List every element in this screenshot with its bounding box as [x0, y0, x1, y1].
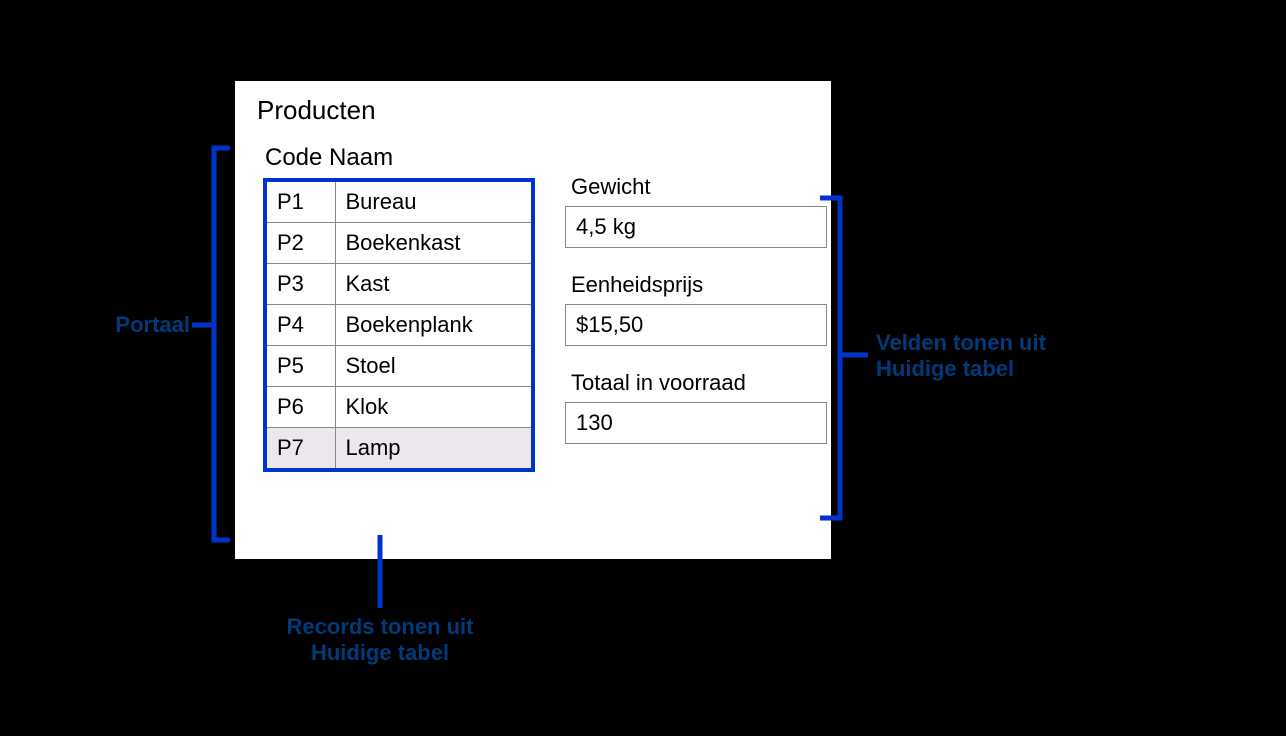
callout-left: Portaal — [30, 312, 190, 338]
cell-name: Lamp — [335, 428, 533, 471]
table-row[interactable]: P7Lamp — [265, 428, 533, 471]
cell-name: Boekenplank — [335, 305, 533, 346]
weight-value: 4,5 kg — [565, 206, 827, 248]
portal-column: Code Naam P1BureauP2BoekenkastP3KastP4Bo… — [263, 144, 535, 472]
panel-content: Code Naam P1BureauP2BoekenkastP3KastP4Bo… — [263, 144, 813, 472]
cell-code: P1 — [265, 180, 335, 223]
portal-header: Code Naam — [263, 144, 535, 172]
table-row[interactable]: P2Boekenkast — [265, 223, 533, 264]
col-header-code: Code — [265, 144, 322, 171]
table-row[interactable]: P6Klok — [265, 387, 533, 428]
weight-label: Gewicht — [571, 174, 827, 200]
cell-name: Kast — [335, 264, 533, 305]
panel-title: Producten — [257, 95, 813, 126]
col-header-name: Naam — [329, 144, 393, 171]
table-row[interactable]: P3Kast — [265, 264, 533, 305]
cell-name: Klok — [335, 387, 533, 428]
table-row[interactable]: P4Boekenplank — [265, 305, 533, 346]
table-row[interactable]: P1Bureau — [265, 180, 533, 223]
table-row[interactable]: P5Stoel — [265, 346, 533, 387]
callout-bottom: Records tonen uit Huidige tabel — [260, 614, 500, 666]
unitprice-value: $15,50 — [565, 304, 827, 346]
cell-code: P5 — [265, 346, 335, 387]
cell-code: P2 — [265, 223, 335, 264]
products-panel: Producten Code Naam P1BureauP2Boekenkast… — [234, 80, 832, 560]
portal-table: P1BureauP2BoekenkastP3KastP4BoekenplankP… — [263, 178, 535, 472]
cell-name: Bureau — [335, 180, 533, 223]
cell-code: P6 — [265, 387, 335, 428]
cell-name: Boekenkast — [335, 223, 533, 264]
portal-tbody: P1BureauP2BoekenkastP3KastP4BoekenplankP… — [265, 180, 533, 470]
cell-code: P3 — [265, 264, 335, 305]
callout-right: Velden tonen uit Huidige tabel — [876, 330, 1136, 382]
unitprice-label: Eenheidsprijs — [571, 272, 827, 298]
cell-code: P7 — [265, 428, 335, 471]
fields-column: Gewicht 4,5 kg Eenheidsprijs $15,50 Tota… — [565, 144, 827, 468]
stock-label: Totaal in voorraad — [571, 370, 827, 396]
stock-value: 130 — [565, 402, 827, 444]
cell-code: P4 — [265, 305, 335, 346]
cell-name: Stoel — [335, 346, 533, 387]
